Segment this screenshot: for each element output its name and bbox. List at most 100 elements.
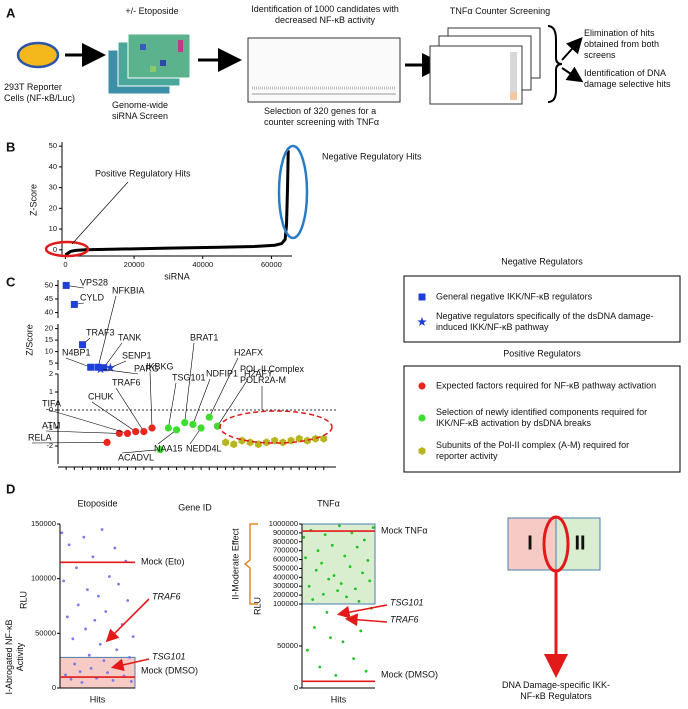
point (316, 549, 320, 553)
y-axis-label: RLU (18, 591, 28, 609)
leader (217, 378, 249, 427)
point (102, 659, 106, 663)
point (148, 424, 156, 432)
point (140, 428, 148, 436)
point (128, 655, 131, 659)
y-tick-label: 30 (49, 183, 57, 192)
leader (208, 357, 239, 418)
point (366, 559, 370, 562)
point (359, 629, 363, 633)
panel-label: C (6, 274, 16, 289)
y-tick-label: 100000 (31, 574, 56, 583)
y-tick-label: -1 (46, 423, 53, 432)
point (339, 582, 343, 585)
y-tick-label: 300000 (273, 581, 298, 590)
x-axis-label: Gene ID (178, 502, 212, 512)
point (123, 429, 132, 437)
point (246, 438, 254, 447)
gene-label: BRAT1 (190, 332, 218, 342)
point (62, 281, 70, 289)
x-tick-label: 0 (63, 260, 67, 269)
step-label: Identification of 1000 candidates with d… (251, 4, 399, 25)
gene-label: SENP1 (122, 350, 152, 360)
point (332, 574, 336, 577)
y-tick-label: 200000 (273, 590, 298, 599)
leader (168, 382, 177, 429)
gene-label: NDFIP1 (206, 368, 238, 378)
gene-label: NAA15 (154, 443, 183, 453)
point (279, 438, 287, 447)
point (323, 533, 327, 537)
point (222, 438, 230, 447)
y-tick-label: 0 (294, 683, 298, 692)
point (126, 599, 130, 602)
point (230, 440, 238, 449)
y-tick-label: 5 (49, 358, 53, 367)
y-axis-label: Z-Score (28, 184, 38, 216)
point (106, 671, 109, 675)
annotation: TRAF6 (152, 591, 181, 601)
y-tick-label: 500000 (273, 563, 298, 572)
y-tick-label: 1 (49, 387, 53, 396)
step-label: Genome-wide siRNA Screen (112, 100, 169, 121)
leader (192, 378, 211, 425)
annotation: Negative Regulatory Hits (322, 151, 422, 161)
point (354, 587, 357, 591)
diagram-caption: DNA Damage-specific IKK-NF-κB Regulators (501, 680, 611, 701)
legend-label: Selection of newly identified components… (436, 407, 648, 428)
legend-header: Positive Regulators (503, 348, 581, 358)
point (336, 589, 340, 593)
y-tick-label: 10 (45, 347, 53, 356)
point (100, 528, 104, 531)
reference-label: Mock (DMSO) (381, 670, 438, 680)
zone-label: II (574, 532, 585, 554)
highlight (277, 144, 309, 240)
y-tick-label: 20 (45, 324, 53, 333)
point (287, 436, 295, 445)
panel-label: A (6, 5, 16, 20)
leader (71, 181, 129, 245)
point (69, 677, 73, 681)
gene-label: PARG (134, 363, 159, 373)
gene-label: CYLD (80, 292, 105, 302)
point (93, 618, 97, 622)
y-axis-label: RLU (252, 597, 262, 615)
point (330, 543, 334, 547)
gene-label: TIFA (42, 398, 61, 408)
step-label: Selection of 320 genes for a counter scr… (264, 106, 380, 127)
legend-label: Subunits of the Pol-II complex (A-M) req… (436, 440, 630, 461)
region (301, 523, 376, 605)
y-tick-label: 20 (49, 203, 57, 212)
gene-label: TRAF3 (86, 327, 115, 337)
x-tick-label: 60000 (261, 260, 282, 269)
point (60, 531, 64, 535)
arrow (105, 598, 150, 643)
point (94, 363, 102, 371)
leader (121, 449, 161, 454)
point (334, 674, 338, 677)
y-tick-label: 50000 (277, 641, 298, 650)
point (115, 648, 119, 652)
point (263, 438, 270, 447)
reference-label: Mock TNFα (381, 525, 428, 535)
step-label: 293T Reporter Cells (NF-κB/Luc) (4, 82, 76, 103)
legend-box (403, 365, 681, 473)
point (311, 598, 315, 601)
group-outline (219, 410, 333, 444)
y-tick-label: 0 (52, 683, 56, 692)
leader (184, 342, 195, 423)
y-tick-label: 900000 (273, 528, 298, 537)
point (131, 635, 135, 639)
zone (555, 517, 601, 571)
step-label: +/- Etoposide (125, 6, 179, 16)
point (348, 565, 352, 569)
y-tick-label: 10 (49, 224, 57, 233)
point (86, 588, 89, 591)
step-label: Identification of DNA damage selective h… (584, 68, 671, 89)
point (111, 678, 115, 682)
point (79, 341, 87, 349)
legend-label: Negative regulators specifically of the … (436, 311, 654, 332)
gene-label: IKBKG (146, 361, 174, 371)
